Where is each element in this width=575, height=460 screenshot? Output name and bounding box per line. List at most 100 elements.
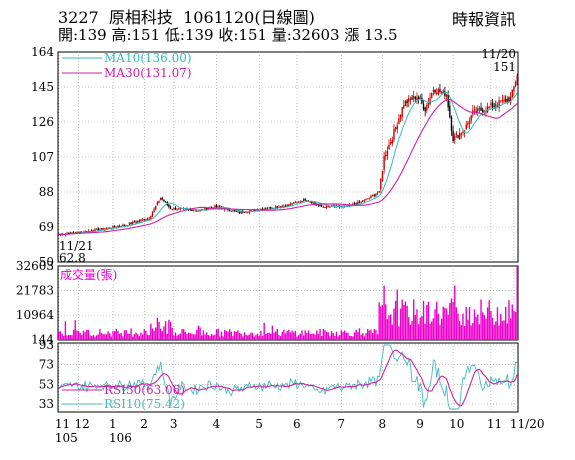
candle-body (500, 101, 502, 103)
candle-body (99, 229, 101, 231)
candle-body (164, 201, 167, 203)
volume-bar (398, 326, 400, 340)
price-tick-label: 50 (39, 255, 54, 269)
x-tick-label: 7 (337, 417, 345, 431)
candle-body (302, 199, 305, 202)
x-tick-label: 3 (170, 417, 178, 431)
volume-bar (439, 325, 441, 340)
candle-body (506, 98, 509, 103)
candle-body (306, 200, 308, 202)
volume-bar (291, 330, 293, 340)
volume-bar (478, 324, 481, 340)
volume-bar (501, 321, 504, 340)
ma30-line (58, 98, 518, 235)
volume-bar (422, 300, 425, 340)
volume-bar (79, 332, 81, 340)
candle-body (460, 133, 463, 135)
volume-bar (238, 333, 241, 340)
candle-body (393, 129, 395, 140)
volume-bar (362, 333, 364, 340)
candle-body (486, 106, 489, 113)
volume-bar (248, 334, 251, 340)
volume-bar (508, 300, 510, 340)
volume-bar (475, 316, 477, 340)
volume-bar (153, 330, 155, 340)
volume-bar (460, 325, 463, 340)
candle-body (394, 127, 397, 130)
volume-bar (335, 331, 338, 340)
candle-body (191, 209, 193, 212)
rsi-tick-label: 53 (39, 377, 54, 391)
volume-bar (276, 328, 279, 340)
volume-bar (182, 329, 185, 340)
volume-bar (148, 335, 150, 340)
candle-body (467, 122, 469, 125)
volume-bar (174, 332, 177, 340)
x-tick-label: 9 (416, 417, 424, 431)
volume-tick-label: 32603 (16, 259, 54, 273)
volume-bar (145, 330, 147, 340)
candle-body (304, 199, 306, 201)
x-tick-label: 2 (140, 417, 148, 431)
volume-bar (256, 333, 259, 340)
candle-body (274, 206, 277, 208)
x-tick-label: 6 (293, 417, 301, 431)
candle-body (107, 227, 109, 229)
candle-body (427, 102, 430, 106)
volume-bar (370, 329, 372, 340)
candle-body (311, 201, 313, 204)
price-tick-label: 88 (39, 185, 54, 199)
candle-body (136, 221, 139, 223)
volume-bar (199, 327, 201, 340)
candle-body (325, 205, 328, 208)
candle-body (87, 230, 90, 232)
volume-bar (470, 325, 472, 340)
candle-body (483, 110, 486, 112)
candle-body (445, 94, 448, 97)
volume-bar (516, 266, 518, 340)
candle-body (312, 202, 315, 204)
volume-bar (125, 330, 127, 340)
legend-label: MA30(131.07) (104, 66, 192, 80)
candle-body (146, 218, 149, 220)
volume-bar (383, 285, 385, 340)
candle-body (475, 111, 477, 113)
volume-bar (112, 331, 114, 340)
volume-bar (513, 310, 515, 340)
candle-body (378, 190, 380, 193)
candle-body (435, 93, 438, 94)
panel-frame (57, 265, 519, 341)
volume-bar (385, 304, 387, 340)
candle-body (293, 202, 295, 204)
candle-body (122, 224, 124, 227)
candle-body (283, 205, 285, 207)
candle-body (288, 204, 290, 206)
candle-body (485, 110, 487, 113)
volume-bar (240, 333, 242, 340)
candle-body (294, 202, 297, 204)
candle-body (498, 100, 500, 108)
candle-body (437, 89, 440, 95)
volume-bar (299, 333, 302, 340)
candle-body (403, 105, 405, 109)
candle-body (197, 210, 200, 212)
volume-bar (74, 320, 76, 340)
candle-body (322, 206, 325, 208)
volume-bar (332, 332, 334, 340)
volume-bar (146, 334, 149, 340)
candle-body (389, 141, 392, 144)
volume-bar (445, 308, 448, 340)
volume-bar (230, 331, 233, 340)
volume-bar (82, 330, 85, 340)
candle-body (173, 208, 175, 210)
volume-bar (358, 328, 361, 340)
candle-body (76, 231, 78, 234)
volume-bar (330, 331, 333, 340)
candle-body (123, 224, 126, 226)
volume-bar (309, 334, 311, 340)
candle-body (375, 194, 377, 197)
candle-body (286, 204, 288, 207)
candle-body (196, 210, 198, 212)
volume-bar (396, 289, 398, 340)
volume-bar (86, 329, 88, 340)
